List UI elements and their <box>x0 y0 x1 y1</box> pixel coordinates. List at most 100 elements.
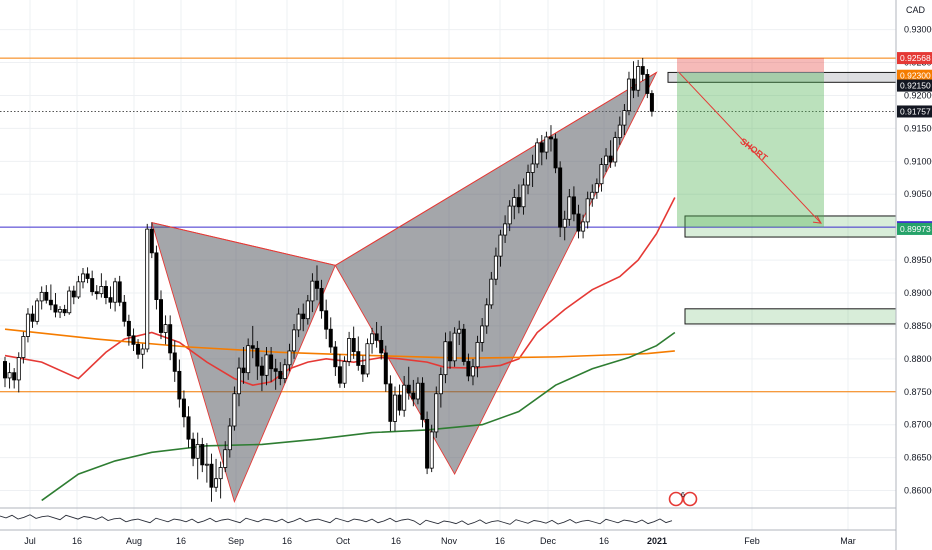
candle-body-12 <box>58 309 63 313</box>
candle-body-48 <box>223 449 228 468</box>
candle-body-114 <box>526 172 531 186</box>
candle-body-99 <box>457 328 462 334</box>
price-badge-label-1: 0.92300 <box>900 71 931 81</box>
candle-body-70 <box>324 310 329 330</box>
candle-body-120 <box>553 138 558 169</box>
candle-body-20 <box>94 291 99 295</box>
candle-body-69 <box>319 287 324 312</box>
price-badge-label-2: 0.92150 <box>900 81 931 91</box>
price-axis[interactable]: 0.930000.925000.920000.915000.910000.905… <box>897 25 932 496</box>
time-tick-8: Nov <box>441 536 458 546</box>
candle-body-72 <box>333 346 338 368</box>
candle-body-109 <box>503 223 508 236</box>
candle-body-97 <box>448 341 453 362</box>
candle-body-57 <box>264 354 269 376</box>
time-tick-5: 16 <box>282 536 292 546</box>
candle-body-93 <box>429 431 434 469</box>
price-zones <box>667 71 896 325</box>
candle-body-17 <box>80 273 85 283</box>
candle-body-71 <box>328 328 333 348</box>
candle-body-122 <box>562 218 567 228</box>
candle-body-111 <box>512 197 517 207</box>
events-marker[interactable]: 6 <box>668 491 698 507</box>
candlestick-series <box>3 57 654 502</box>
time-tick-13: Feb <box>744 536 760 546</box>
candle-body-4 <box>21 336 26 358</box>
candle-body-34 <box>158 299 163 333</box>
candle-body-56 <box>259 365 264 376</box>
candle-body-8 <box>39 291 44 302</box>
moving-average-1 <box>4 328 675 359</box>
candle-body-85 <box>392 394 397 422</box>
candle-body-131 <box>604 155 609 166</box>
candle-body-36 <box>168 324 173 354</box>
stop-loss-zone <box>677 57 824 73</box>
candle-body-18 <box>85 273 90 279</box>
price-badge-5 <box>897 222 932 235</box>
arrow-head-icon <box>812 215 822 224</box>
price-badge-2 <box>897 79 932 92</box>
candle-body-75 <box>347 338 352 362</box>
time-tick-14: Mar <box>840 536 856 546</box>
time-tick-4: Sep <box>228 536 244 546</box>
candle-body-105 <box>484 304 489 327</box>
candle-body-47 <box>218 467 223 480</box>
time-axis[interactable]: Jul 16 Aug 16 Sep 16 Oct 16 Nov 16 Dec 16 2021 Feb Mar <box>24 536 856 546</box>
candle-body-88 <box>406 384 411 394</box>
candle-body-63 <box>292 329 297 352</box>
price-badge-1 <box>897 69 932 82</box>
candle-body-15 <box>71 290 76 298</box>
time-tick-1: 16 <box>72 536 82 546</box>
candle-body-132 <box>608 155 613 163</box>
candle-body-137 <box>631 78 636 91</box>
candle-body-55 <box>255 347 260 367</box>
candle-body-106 <box>489 278 494 306</box>
candle-body-38 <box>177 370 182 400</box>
candle-body-54 <box>250 345 255 349</box>
candle-body-138 <box>636 66 641 91</box>
oscillator-line <box>0 514 673 526</box>
candle-body-3 <box>16 357 21 381</box>
candle-body-83 <box>383 352 388 385</box>
candle-body-11 <box>53 304 58 313</box>
short-trade-position[interactable]: SHORT <box>677 57 824 228</box>
candle-body-90 <box>415 382 420 400</box>
candle-body-37 <box>172 352 177 372</box>
candle-body-134 <box>617 124 622 139</box>
candle-body-141 <box>649 93 654 112</box>
candle-body-29 <box>136 343 141 355</box>
candle-body-91 <box>420 382 425 420</box>
candle-body-77 <box>356 351 361 366</box>
candle-body-61 <box>282 364 287 380</box>
candle-body-129 <box>594 183 599 193</box>
candle-body-96 <box>443 341 448 376</box>
candle-body-62 <box>287 350 292 366</box>
candle-body-43 <box>200 444 205 466</box>
candle-body-140 <box>645 74 650 94</box>
candle-body-104 <box>480 325 485 343</box>
candle-body-21 <box>99 286 104 295</box>
candle-body-123 <box>567 196 572 220</box>
candle-body-94 <box>434 393 439 433</box>
candle-body-130 <box>599 164 604 185</box>
candle-body-28 <box>131 335 136 345</box>
candle-body-86 <box>397 394 402 411</box>
moving-average-2 <box>41 331 676 502</box>
candle-body-64 <box>296 313 301 331</box>
candle-body-19 <box>90 278 95 293</box>
time-tick-2: Aug <box>126 536 142 546</box>
candle-body-49 <box>227 425 232 451</box>
candle-body-89 <box>411 392 416 400</box>
candle-body-45 <box>209 463 214 488</box>
candle-body-78 <box>360 365 365 375</box>
candle-body-6 <box>30 313 35 322</box>
candle-body-113 <box>521 184 526 208</box>
